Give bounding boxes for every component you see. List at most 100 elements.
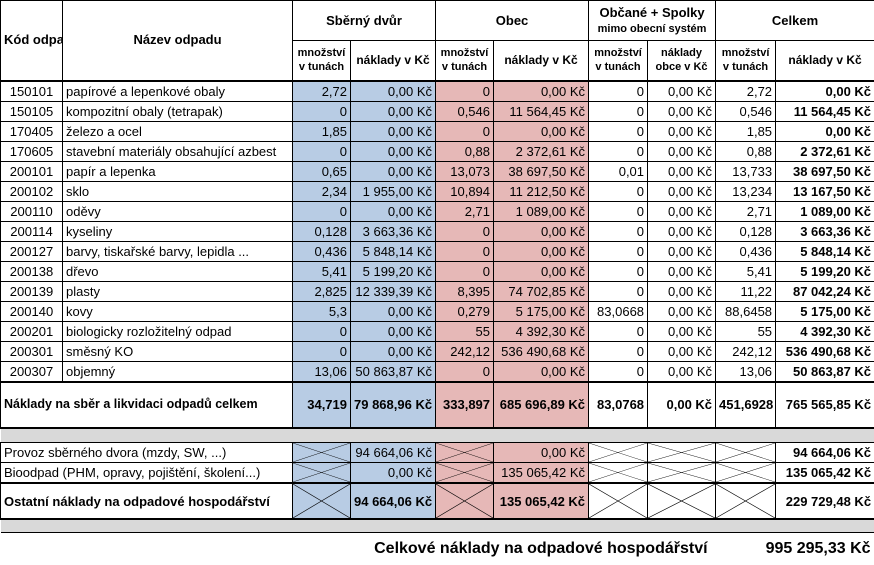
row-os-tons: 0 — [589, 281, 648, 301]
row-code: 170405 — [1, 121, 63, 141]
row-os-tons: 83,0668 — [589, 301, 648, 321]
row-name: barvy, tiskařské barvy, lepidla ... — [63, 241, 293, 261]
row-ce-cost: 536 490,68 Kč — [776, 341, 874, 361]
row-sd-tons: 0 — [293, 141, 351, 161]
row-code: 150105 — [1, 101, 63, 121]
row-os-cost: 0,00 Kč — [648, 121, 716, 141]
row-ob-tons: 0 — [436, 221, 494, 241]
row-os-tons: 0 — [589, 201, 648, 221]
row-sd-cost: 1 955,00 Kč — [351, 181, 436, 201]
row-sd-tons: 5,3 — [293, 301, 351, 321]
row-name: objemný — [63, 361, 293, 382]
row-os-tons: 0 — [589, 181, 648, 201]
row-sd-cost: 12 339,39 Kč — [351, 281, 436, 301]
row-sd-cost: 0,00 Kč — [351, 81, 436, 102]
row-sd-cost: 0,00 Kč — [351, 121, 436, 141]
row-sd-tons: 5,41 — [293, 261, 351, 281]
row-code: 200102 — [1, 181, 63, 201]
row-ce-tons: 0,546 — [716, 101, 776, 121]
row-os-tons: 0 — [589, 321, 648, 341]
row-ce-cost: 11 564,45 Kč — [776, 101, 874, 121]
row-ce-tons: 13,234 — [716, 181, 776, 201]
row-name: železo a ocel — [63, 121, 293, 141]
row-ce-cost: 3 663,36 Kč — [776, 221, 874, 241]
header-obcane-spolky: Občané + Spolky mimo obecní systém — [589, 1, 716, 41]
row-ob-tons: 2,71 — [436, 201, 494, 221]
row-ce-cost: 0,00 Kč — [776, 81, 874, 102]
row-name: plasty — [63, 281, 293, 301]
total-ce-tons: 451,6928 — [716, 382, 776, 428]
total-sd-tons: 34,719 — [293, 382, 351, 428]
row-sd-tons: 0 — [293, 101, 351, 121]
row-ob-tons: 0 — [436, 241, 494, 261]
row-os-cost: 0,00 Kč — [648, 341, 716, 361]
other-sd-cost: 94 664,06 Kč — [351, 443, 436, 463]
row-sd-cost: 0,00 Kč — [351, 321, 436, 341]
row-ob-cost: 38 697,50 Kč — [494, 161, 589, 181]
row-sd-cost: 0,00 Kč — [351, 341, 436, 361]
header-obcane-line1: Občané + Spolky — [592, 5, 712, 21]
header-obec: Obec — [436, 1, 589, 41]
row-sd-cost: 0,00 Kč — [351, 161, 436, 181]
row-os-cost: 0,00 Kč — [648, 281, 716, 301]
row-sd-cost: 0,00 Kč — [351, 301, 436, 321]
row-sd-tons: 0,128 — [293, 221, 351, 241]
other-total-ob-cost: 135 065,42 Kč — [494, 483, 589, 519]
row-os-cost: 0,00 Kč — [648, 361, 716, 382]
row-ce-tons: 0,88 — [716, 141, 776, 161]
row-ob-cost: 0,00 Kč — [494, 81, 589, 102]
row-sd-tons: 1,85 — [293, 121, 351, 141]
crossed-cell — [716, 463, 776, 484]
row-ce-tons: 2,72 — [716, 81, 776, 102]
row-code: 150101 — [1, 81, 63, 102]
header-nazev: Název odpadu — [63, 1, 293, 81]
row-ce-tons: 11,22 — [716, 281, 776, 301]
subheader-ob-naklady: náklady v Kč — [494, 41, 589, 81]
row-ce-tons: 242,12 — [716, 341, 776, 361]
crossed-cell — [648, 443, 716, 463]
crossed-cell — [589, 483, 648, 519]
header-celkem: Celkem — [716, 1, 874, 41]
total-ce-cost: 765 565,85 Kč — [776, 382, 874, 428]
row-ce-tons: 13,06 — [716, 361, 776, 382]
row-code: 200201 — [1, 321, 63, 341]
row-os-cost: 0,00 Kč — [648, 101, 716, 121]
row-os-tons: 0 — [589, 361, 648, 382]
row-ce-cost: 1 089,00 Kč — [776, 201, 874, 221]
row-os-tons: 0 — [589, 221, 648, 241]
row-os-cost: 0,00 Kč — [648, 301, 716, 321]
row-ob-cost: 2 372,61 Kč — [494, 141, 589, 161]
row-ob-tons: 55 — [436, 321, 494, 341]
subheader-ce-naklady: náklady v Kč — [776, 41, 874, 81]
row-sd-cost: 0,00 Kč — [351, 201, 436, 221]
row-os-tons: 0,01 — [589, 161, 648, 181]
row-code: 200140 — [1, 301, 63, 321]
row-ob-cost: 11 564,45 Kč — [494, 101, 589, 121]
total-ob-cost: 685 696,89 Kč — [494, 382, 589, 428]
row-name: kyseliny — [63, 221, 293, 241]
header-sberny-dvur: Sběrný dvůr — [293, 1, 436, 41]
grand-total-label: Celkové náklady na odpadové hospodářství — [1, 532, 716, 565]
row-ob-tons: 8,395 — [436, 281, 494, 301]
row-os-tons: 0 — [589, 341, 648, 361]
row-os-cost: 0,00 Kč — [648, 181, 716, 201]
row-ob-tons: 0 — [436, 261, 494, 281]
row-ob-tons: 0,88 — [436, 141, 494, 161]
row-sd-tons: 0 — [293, 201, 351, 221]
subheader-sd-naklady: náklady v Kč — [351, 41, 436, 81]
row-os-cost: 0,00 Kč — [648, 241, 716, 261]
row-name: papír a lepenka — [63, 161, 293, 181]
row-ce-cost: 4 392,30 Kč — [776, 321, 874, 341]
crossed-cell — [716, 483, 776, 519]
row-ce-cost: 5 199,20 Kč — [776, 261, 874, 281]
